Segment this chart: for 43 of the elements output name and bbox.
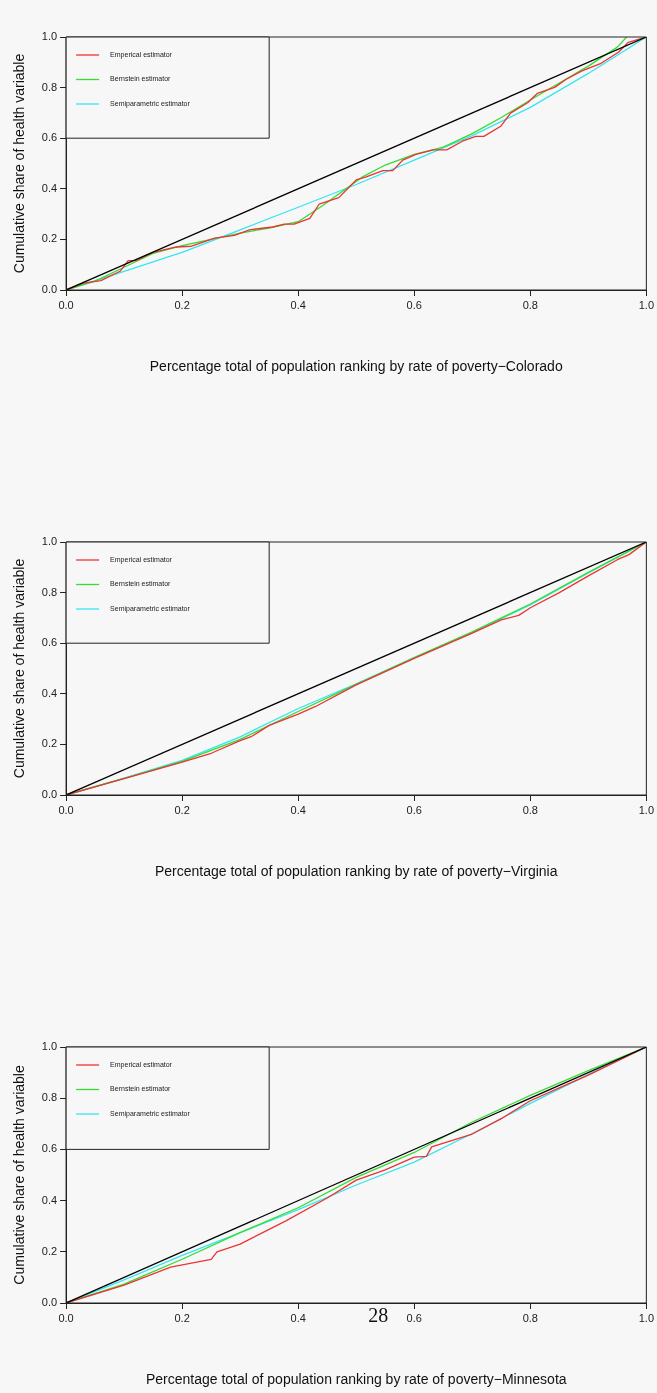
x-tick-label: 0.2 <box>174 298 190 311</box>
y-tick-label: 0.4 <box>41 686 58 699</box>
y-tick-label: 0.0 <box>41 788 58 801</box>
y-axis-title: Cumulative share of health variable <box>11 53 28 274</box>
y-tick-label: 0.8 <box>41 80 58 93</box>
x-tick-label: 0.8 <box>522 1311 538 1324</box>
y-tick-label: 0.4 <box>41 1193 58 1206</box>
x-axis-title: Percentage total of population ranking by rate of poverty−Colorado <box>149 358 563 375</box>
y-tick-label: 0.2 <box>41 737 58 750</box>
y-tick-label: 0.6 <box>41 131 58 144</box>
text: 28 <box>368 1304 389 1327</box>
x-tick-label: 0.2 <box>174 803 190 816</box>
x-tick-label: 0.4 <box>290 803 306 816</box>
x-tick-label: 1.0 <box>638 298 654 311</box>
y-tick-label: 0.2 <box>41 1244 58 1257</box>
y-tick-label: 0.6 <box>41 636 58 649</box>
x-tick-label: 0.4 <box>290 1311 306 1324</box>
x-axis-title: Percentage total of population ranking by rate of poverty−Virginia <box>154 863 558 880</box>
x-tick-label: 0.0 <box>58 803 74 816</box>
y-tick-label: 0.8 <box>41 585 58 598</box>
y-tick-label: 0.0 <box>41 1296 58 1309</box>
y-axis-title: Cumulative share of health variable <box>11 1065 28 1285</box>
x-tick-label: 0.6 <box>406 803 422 816</box>
x-tick-label: 1.0 <box>638 1311 654 1324</box>
x-tick-label: 0.8 <box>522 298 538 311</box>
x-tick-label: 0.8 <box>522 803 538 816</box>
y-tick-label: 0.0 <box>41 283 58 296</box>
x-tick-label: 0.6 <box>406 1311 422 1324</box>
y-tick-label: 0.4 <box>41 181 58 194</box>
x-tick-label: 0.4 <box>290 298 306 311</box>
y-tick-label: 1.0 <box>41 1040 58 1053</box>
x-tick-label: 0.2 <box>174 1311 190 1324</box>
y-tick-label: 1.0 <box>41 30 58 43</box>
x-tick-label: 1.0 <box>638 803 654 816</box>
y-tick-label: 1.0 <box>41 535 58 548</box>
y-tick-label: 0.6 <box>41 1142 58 1155</box>
y-tick-label: 0.8 <box>41 1091 58 1104</box>
y-axis-title: Cumulative share of health variable <box>11 558 28 779</box>
x-tick-label: 0.6 <box>406 298 422 311</box>
x-axis-title: Percentage total of population ranking by rate of poverty−Minnesota <box>145 1371 567 1388</box>
x-tick-label: 0.0 <box>58 1311 74 1324</box>
y-tick-label: 0.2 <box>41 232 58 245</box>
x-tick-label: 0.0 <box>58 298 74 311</box>
